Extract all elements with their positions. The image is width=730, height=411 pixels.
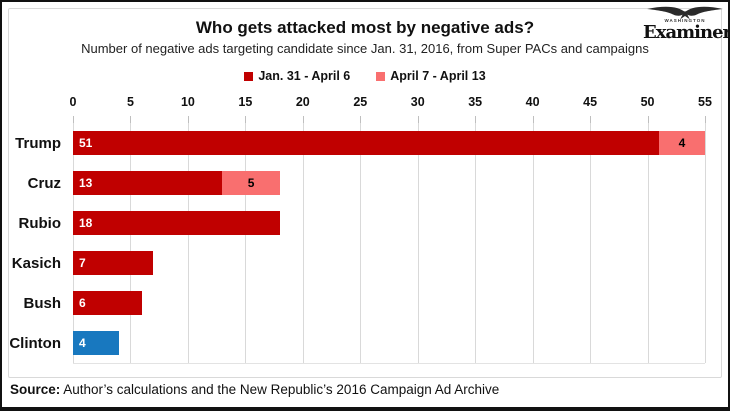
source-line: Source: Author’s calculations and the Ne… xyxy=(10,382,720,401)
gridline xyxy=(532,123,534,363)
x-tick-label: 45 xyxy=(583,95,598,109)
eagle-icon xyxy=(647,6,723,20)
bar-row: Kasich 7 xyxy=(12,243,705,283)
logo-small-label: WASHINGTON xyxy=(664,18,706,23)
x-tick-label: 15 xyxy=(238,95,253,109)
bar-row: Rubio 18 xyxy=(19,203,705,243)
x-tick-mark xyxy=(705,116,706,123)
x-tick-label: 30 xyxy=(410,95,425,109)
bar-segment-cruz-series1: 5 xyxy=(222,171,280,195)
gridline xyxy=(590,123,592,363)
legend-label: Jan. 31 - April 6 xyxy=(258,69,351,83)
washington-examiner-logo: WASHINGTON Examiner xyxy=(643,5,730,43)
bar-track: 18 xyxy=(73,211,705,235)
bar-value-label: 51 xyxy=(79,136,93,150)
bar-segment-trump-series0: 51 xyxy=(73,131,660,155)
category-label: Clinton xyxy=(9,334,61,352)
legend-swatch-icon xyxy=(244,71,254,81)
x-axis-tick-marks xyxy=(73,115,706,123)
category-label: Rubio xyxy=(18,214,62,232)
legend-item-series1: April 7 - April 13 xyxy=(376,69,486,83)
x-tick-label: 10 xyxy=(180,95,195,109)
x-tick-mark xyxy=(590,116,592,123)
bar-value-label: 7 xyxy=(79,256,86,270)
source-label: Source: xyxy=(10,382,61,397)
x-tick-label: 20 xyxy=(295,95,310,109)
bar-row: Cruz 13 5 xyxy=(28,163,705,203)
bar-value-label: 5 xyxy=(247,176,255,190)
logo-wordmark: Examiner xyxy=(643,21,730,43)
bar-value-label: 13 xyxy=(79,176,93,190)
x-tick-label: 40 xyxy=(525,95,540,109)
gridline xyxy=(130,123,132,363)
x-tick-mark xyxy=(245,116,247,123)
x-tick-mark xyxy=(302,116,304,123)
x-tick-mark xyxy=(360,116,362,123)
category-label: Kasich xyxy=(11,254,61,272)
bar-value-label: 4 xyxy=(678,136,686,150)
legend-item-series0: Jan. 31 - April 6 xyxy=(244,69,350,83)
chart-area: Who gets attacked most by negative ads? … xyxy=(8,8,722,378)
bar-row: Trump 51 4 xyxy=(15,123,705,163)
x-tick-mark xyxy=(130,116,132,123)
bar-track: 13 5 xyxy=(73,171,705,195)
chart-title: Who gets attacked most by negative ads? xyxy=(195,18,535,37)
x-tick-label: 50 xyxy=(640,95,655,109)
x-tick-mark xyxy=(647,116,649,123)
x-tick-mark xyxy=(532,116,534,123)
bar-track: 7 xyxy=(73,251,705,275)
bar-segment-bush-series0: 6 xyxy=(73,291,142,315)
gridline xyxy=(705,123,706,363)
bar-segment-kasich-series0: 7 xyxy=(73,251,154,275)
bar-track: 51 4 xyxy=(73,131,705,155)
x-tick-mark xyxy=(417,116,419,123)
gridline xyxy=(417,123,419,363)
x-tick-mark xyxy=(73,116,74,123)
category-label: Bush xyxy=(23,294,62,312)
bar-segment-rubio-series0: 18 xyxy=(73,211,280,235)
bar-segment-trump-series1: 4 xyxy=(659,131,705,155)
gridline xyxy=(360,123,362,363)
legend-label: April 7 - April 13 xyxy=(390,69,486,83)
plot: Trump 51 4 Cruz 13 5 Rubio 18 Kasich 7 Bush 6 Clinto… xyxy=(9,123,706,364)
x-tick-label: 0 xyxy=(69,95,77,109)
bar-value-label: 18 xyxy=(79,216,93,230)
bar-row: Bush 6 xyxy=(24,283,705,323)
gridline xyxy=(302,123,304,363)
bar-value-label: 6 xyxy=(79,296,86,310)
x-axis-labels: 0 5 10 15 20 25 30 35 40 45 50 55 xyxy=(69,95,712,111)
legend-swatch-icon xyxy=(376,71,386,81)
gridline xyxy=(475,123,477,363)
plot-wrap: 0 5 10 15 20 25 30 35 40 45 50 55 Trump 51 4 Cruz 13 5 Ru… xyxy=(9,95,712,364)
category-label: Trump xyxy=(15,134,61,152)
x-tick-label: 5 xyxy=(126,95,134,109)
chart-subtitle: Number of negative ads targeting candida… xyxy=(81,41,649,56)
bar-value-label: 4 xyxy=(79,336,86,350)
x-tick-label: 25 xyxy=(353,95,368,109)
bar-track: 4 xyxy=(73,331,705,355)
x-tick-mark xyxy=(475,116,477,123)
gridline xyxy=(73,123,74,363)
bar-segment-cruz-series0: 13 xyxy=(73,171,223,195)
gridline xyxy=(647,123,649,363)
legend: Jan. 31 - April 6 April 7 - April 13 xyxy=(9,69,721,83)
bar-track: 6 xyxy=(73,291,705,315)
x-tick-label: 35 xyxy=(468,95,483,109)
bar-segment-clinton-series0: 4 xyxy=(73,331,119,355)
x-tick-mark xyxy=(187,116,189,123)
source-text: Author’s calculations and the New Republ… xyxy=(60,382,500,397)
gridline xyxy=(187,123,189,363)
x-tick-label: 55 xyxy=(698,95,712,109)
bar-rows: Trump 51 4 Cruz 13 5 Rubio 18 Kasich 7 Bush 6 Clinto… xyxy=(9,123,705,363)
gridline xyxy=(245,123,247,363)
bar-row: Clinton 4 xyxy=(9,323,705,363)
category-label: Cruz xyxy=(27,174,61,192)
